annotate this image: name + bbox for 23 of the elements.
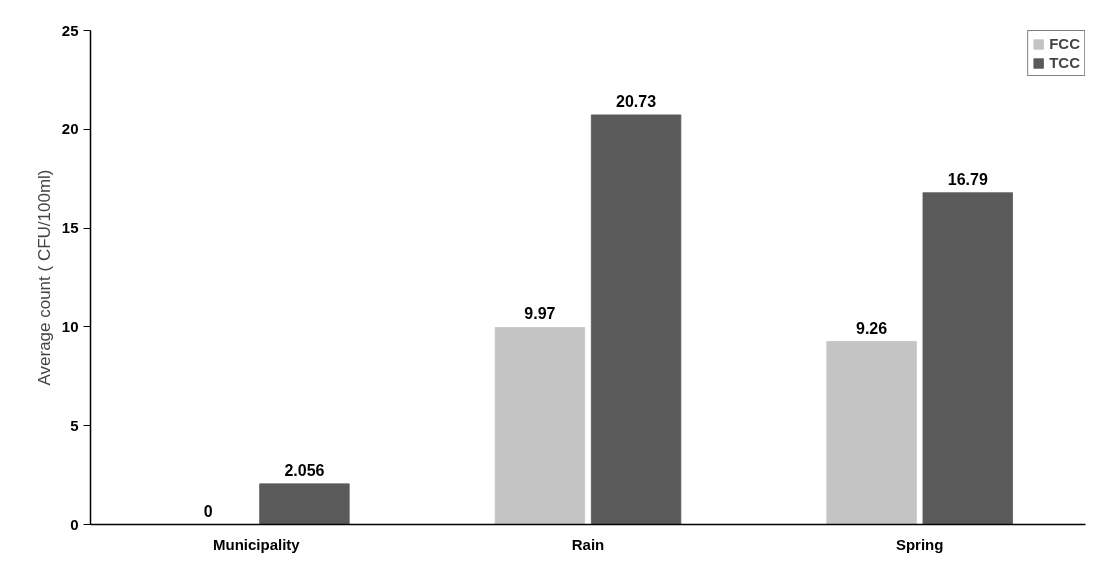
y-tick-label: 20 — [61, 120, 79, 138]
x-tick-label: Municipality — [213, 535, 301, 553]
data-label: 9.97 — [524, 305, 556, 323]
y-tick-label: 15 — [61, 219, 79, 237]
bar — [494, 327, 586, 525]
legend-label: FCC — [1049, 35, 1080, 52]
y-tick-label: 0 — [70, 515, 79, 533]
y-axis-title: Average count ( CFU/100ml) — [34, 169, 54, 386]
data-label: 2.056 — [284, 461, 325, 479]
data-label: 16.79 — [947, 170, 988, 188]
bar — [922, 192, 1013, 525]
data-label: 9.26 — [856, 319, 888, 337]
bar — [259, 483, 350, 525]
x-tick-label: Spring — [895, 535, 944, 553]
x-tick-label: Rain — [571, 535, 605, 553]
bar — [826, 341, 917, 525]
y-tick-label: 5 — [70, 416, 79, 434]
legend-label: TCC — [1049, 54, 1080, 71]
bar — [590, 114, 682, 525]
y-tick-label: 25 — [61, 21, 79, 39]
data-label: 0 — [203, 502, 213, 520]
y-tick-label: 10 — [61, 317, 79, 335]
data-label: 20.73 — [616, 92, 657, 110]
